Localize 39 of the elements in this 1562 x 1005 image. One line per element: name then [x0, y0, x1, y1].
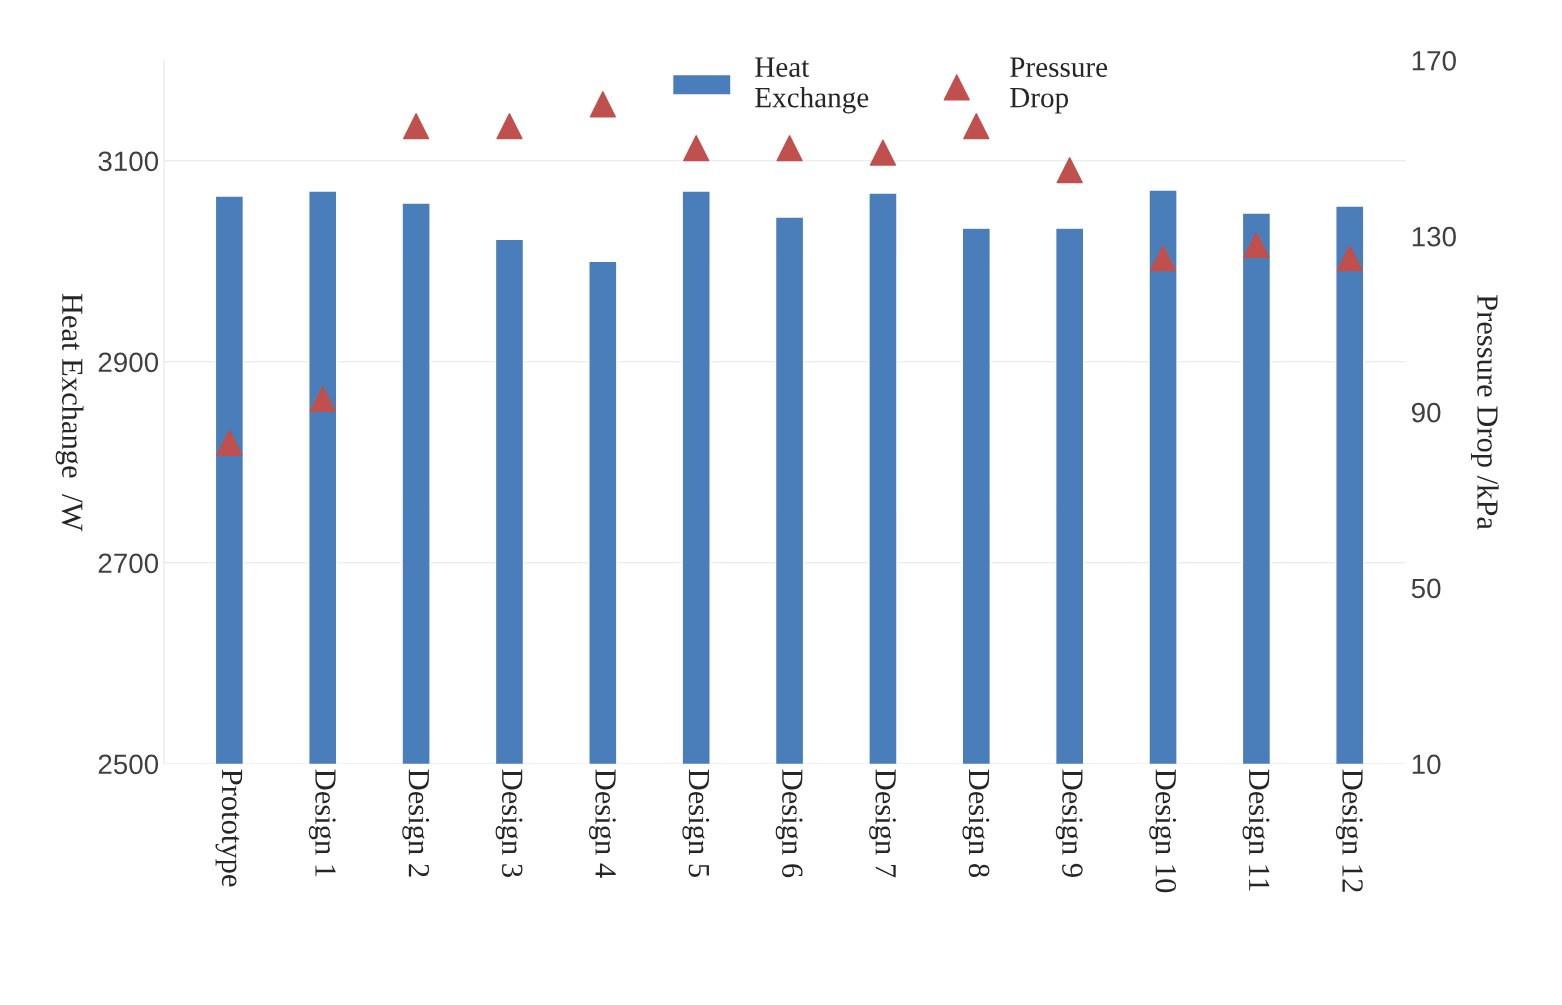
y2-tick-label: 90: [1411, 402, 1441, 423]
point: [496, 113, 523, 140]
x-tick-label: Design 1: [308, 769, 336, 877]
point: [1149, 245, 1177, 272]
y2-tick-label: 130: [1412, 226, 1456, 247]
y2-tick-label: 50: [1411, 578, 1441, 599]
point: [776, 135, 803, 162]
legend-label: Pressure Drop: [1010, 57, 1108, 114]
y-tick-label: 2900: [98, 352, 159, 373]
y-tick-label: 2500: [98, 754, 159, 775]
x-tick-label: Design 6: [775, 769, 803, 878]
point: [402, 113, 430, 140]
y2-axis-title: Pressure Drop /kPa: [1470, 294, 1499, 530]
x-tick-label: Design 11: [1242, 769, 1270, 891]
point: [963, 113, 990, 140]
x-tick-label: Design 5: [682, 769, 710, 877]
legend-label: Heat Exchange: [755, 57, 869, 114]
x-tick-label: Design 12: [1335, 769, 1363, 892]
y-tick-label: 3100: [98, 151, 159, 172]
y2-tick-label: 170: [1412, 50, 1456, 71]
point: [1056, 157, 1083, 184]
point: [869, 139, 897, 166]
x-tick-label: Design 3: [495, 769, 523, 877]
y2-tick-label: 10: [1412, 754, 1441, 775]
point: [216, 429, 243, 456]
x-tick-label: Design 8: [962, 769, 990, 877]
point: [683, 135, 710, 162]
point: [1243, 231, 1270, 259]
y-tick-label: 2700: [98, 553, 159, 574]
y-axis-title: Heat Exchange /W: [55, 293, 84, 532]
point: [1336, 245, 1363, 272]
x-tick-label: Design 9: [1055, 769, 1083, 877]
point: [309, 385, 336, 412]
point: [589, 91, 616, 118]
x-tick-label: Design 10: [1149, 769, 1177, 893]
x-tick-label: Design 2: [402, 769, 430, 877]
x-tick-label: Design 4: [588, 769, 616, 878]
x-tick-label: Prototype: [215, 769, 243, 887]
x-tick-label: Design 7: [869, 769, 896, 878]
